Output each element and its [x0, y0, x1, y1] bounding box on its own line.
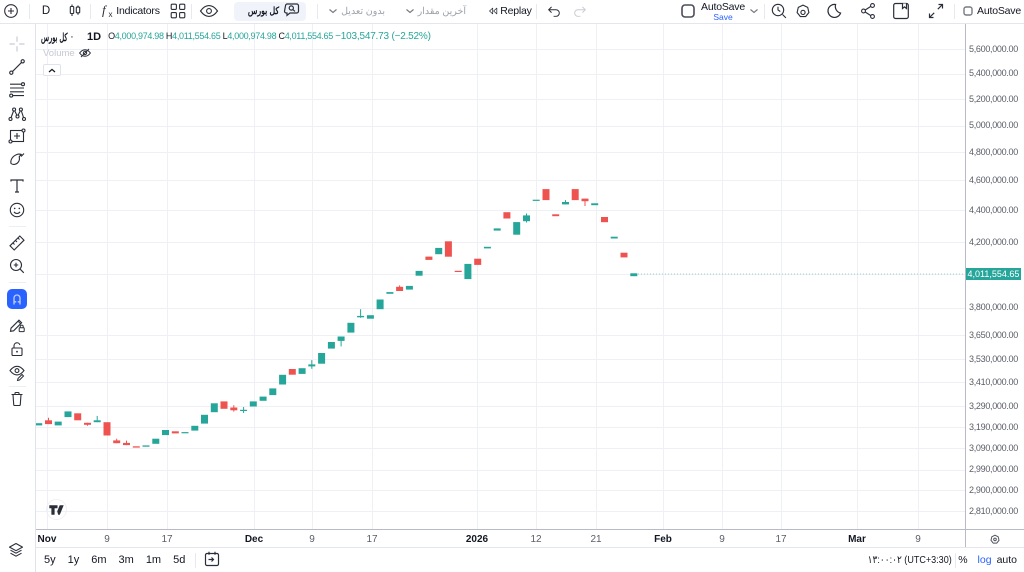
svg-text:f: f	[102, 3, 108, 18]
svg-text:x: x	[109, 10, 113, 19]
